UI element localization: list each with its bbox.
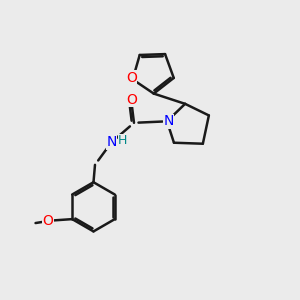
Text: O: O [126, 93, 137, 107]
Text: N: N [106, 135, 117, 149]
Text: O: O [126, 71, 136, 85]
Text: N: N [163, 114, 174, 128]
Text: O: O [43, 214, 54, 228]
Text: H: H [118, 134, 128, 147]
